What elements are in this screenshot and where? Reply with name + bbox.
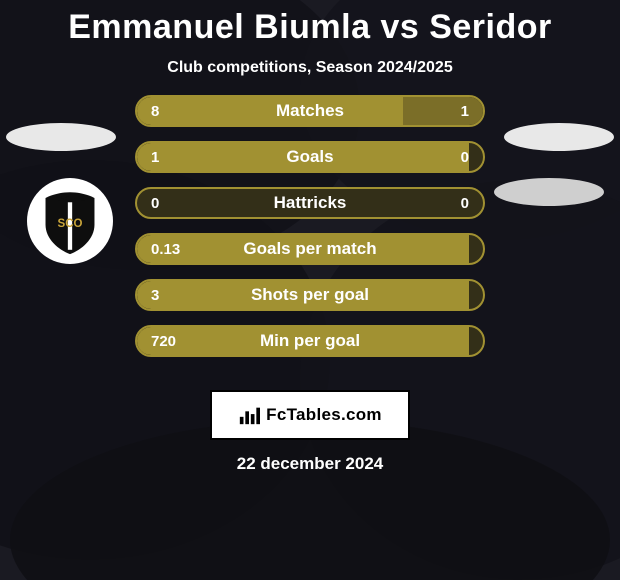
stat-row: 81Matches [135,95,485,127]
player-badge-placeholder [504,123,614,151]
stat-left-value [137,327,469,355]
stat-row: 00Hattricks [135,187,485,219]
stat-row: 10Goals [135,141,485,173]
player-badge-placeholder [494,178,604,206]
club-logo-left: ANGERS SCO [27,178,113,264]
stat-right-value [469,281,483,309]
stat-right-overlay: 0 [461,189,469,217]
svg-text:ANGERS: ANGERS [55,194,86,203]
stat-left-value [137,97,403,125]
stat-left-overlay: 3 [151,281,159,309]
stat-left-value [137,189,151,217]
stat-right-value [469,143,483,171]
fctables-watermark: FcTables.com [210,390,410,440]
stat-right-overlay: 0 [461,143,469,171]
page-title: Emmanuel Biumla vs Seridor [0,0,620,47]
stat-right-value [469,235,483,263]
stat-right-overlay: 1 [461,97,469,125]
stat-left-overlay: 720 [151,327,176,355]
subtitle: Club competitions, Season 2024/2025 [0,59,620,77]
watermark-text: FcTables.com [266,405,382,425]
stat-row: 720Min per goal [135,325,485,357]
date-label: 22 december 2024 [0,454,620,474]
stat-row: 0.13Goals per match [135,233,485,265]
stat-row: 3Shots per goal [135,279,485,311]
stat-right-value [469,327,483,355]
svg-text:SCO: SCO [58,218,83,230]
bar-chart-icon [238,404,260,426]
stat-left-overlay: 8 [151,97,159,125]
player-badge-placeholder [6,123,116,151]
stat-left-overlay: 1 [151,143,159,171]
stat-right-value [403,97,483,125]
stat-left-overlay: 0 [151,189,159,217]
stat-left-value [137,281,469,309]
stat-left-value [137,143,469,171]
stat-right-value [151,189,483,217]
stat-left-overlay: 0.13 [151,235,180,263]
stat-left-value [137,235,469,263]
